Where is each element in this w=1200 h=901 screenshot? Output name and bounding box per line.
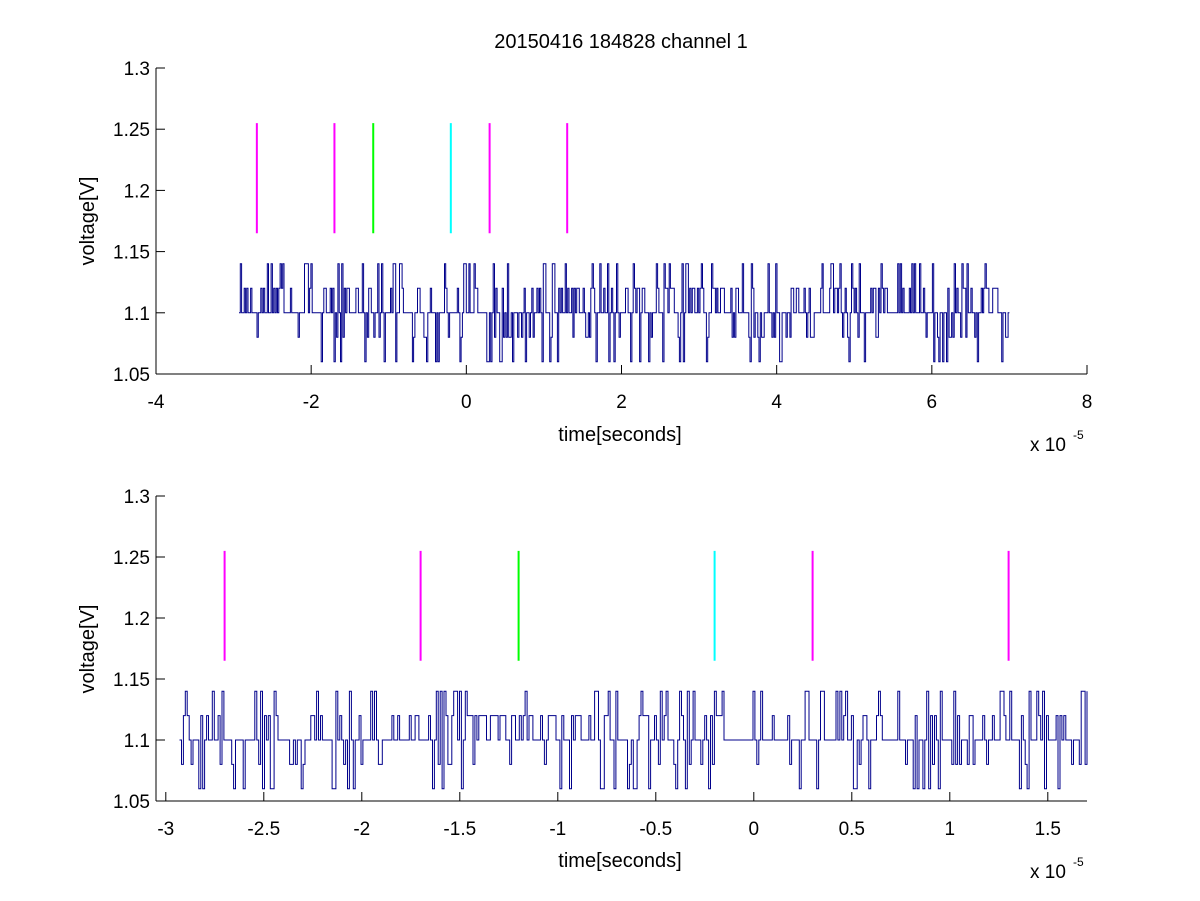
top-voltage-series [239,263,1010,363]
y-tick-label: 1.05 [113,365,150,386]
y-tick-label: 1.3 [124,59,150,80]
top-x-multiplier: x 10 [1030,435,1066,456]
voltage-trace [179,690,1088,790]
y-tick-label: 1.15 [113,243,150,264]
top-x-ticks: -4 -2 0 2 4 6 8 [148,365,1093,413]
x-tick-label: 0 [461,392,472,413]
x-tick-label: -1.5 [443,819,476,840]
top-x-multiplier-exponent: -5 [1073,428,1084,442]
x-tick-label: -2 [303,392,320,413]
x-tick-label: -1 [549,819,566,840]
x-tick-label: -4 [148,392,165,413]
y-tick-label: 1.1 [124,731,150,752]
y-tick-label: 1.05 [113,792,150,813]
x-tick-label: 0.5 [839,819,865,840]
bottom-x-multiplier: x 10 [1030,862,1066,883]
x-tick-label: 8 [1082,392,1093,413]
bottom-x-axis-label: time[seconds] [558,850,681,872]
bottom-voltage-series [179,690,1088,790]
bottom-y-axis-label: voltage[V] [77,605,99,694]
y-tick-label: 1.25 [113,548,150,569]
x-tick-label: 4 [771,392,782,413]
y-tick-label: 1.3 [124,487,150,508]
bottom-x-multiplier-exponent: -5 [1073,855,1084,869]
bottom-x-ticks: -3 -2.5 -2 -1.5 -1 -0.5 0 0.5 1 1.5 [157,792,1061,840]
top-event-markers [255,123,569,234]
top-y-axis-label: voltage[V] [77,177,99,266]
top-x-axis-label: time[seconds] [558,424,681,446]
voltage-trace [239,263,1010,363]
x-tick-label: 1 [945,819,956,840]
top-subplot: 20150416 184828 channel 1 -4 -2 0 2 4 6 8 1.05… [77,31,1092,456]
x-tick-label: 0 [749,819,760,840]
x-tick-label: -2.5 [247,819,280,840]
top-y-ticks: 1.05 1.1 1.15 1.2 1.25 1.3 [113,59,165,386]
x-tick-label: -0.5 [639,819,672,840]
y-tick-label: 1.2 [124,609,150,630]
bottom-y-ticks: 1.05 1.1 1.15 1.2 1.25 1.3 [113,487,165,813]
x-tick-label: 1.5 [1035,819,1061,840]
y-tick-label: 1.2 [124,181,150,202]
y-tick-label: 1.15 [113,670,150,691]
y-tick-label: 1.25 [113,120,150,141]
x-tick-label: 6 [927,392,938,413]
x-tick-label: -3 [157,819,174,840]
x-tick-label: 2 [616,392,627,413]
chart-title: 20150416 184828 channel 1 [494,31,748,53]
bottom-event-markers [223,550,1010,661]
y-tick-label: 1.1 [124,304,150,325]
bottom-axes-frame [155,496,1087,802]
bottom-subplot: -3 -2.5 -2 -1.5 -1 -0.5 0 0.5 1 1.5 1.051.11.151.… [77,487,1088,883]
x-tick-label: -2 [353,819,370,840]
